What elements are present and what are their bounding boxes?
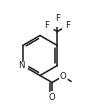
Text: O: O: [60, 72, 66, 81]
Text: F: F: [45, 21, 50, 30]
Text: F: F: [55, 14, 60, 23]
Text: O: O: [49, 93, 55, 102]
Text: F: F: [65, 21, 70, 30]
Text: N: N: [18, 61, 24, 70]
